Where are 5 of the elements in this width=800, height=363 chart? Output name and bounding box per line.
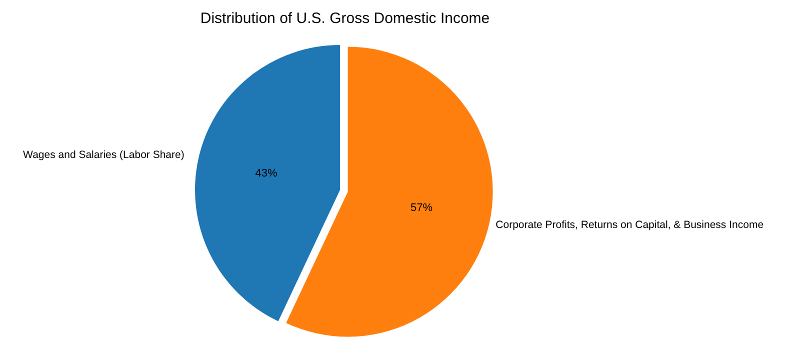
- data-label: 57%: [410, 202, 433, 214]
- slice-label: Wages and Salaries (Labor Share): [23, 149, 184, 162]
- chart-title: Distribution of U.S. Gross Domestic Income: [200, 10, 490, 27]
- data-label: 43%: [255, 168, 278, 180]
- slice-label: Corporate Profits, Returns on Capital, & Business Income: [496, 218, 764, 231]
